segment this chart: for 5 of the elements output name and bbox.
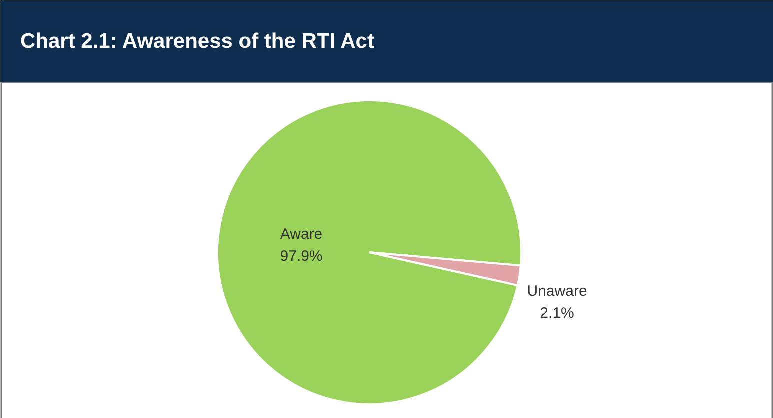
chart-title: Chart 2.1: Awareness of the RTI Act [20, 30, 374, 53]
data-label: 97.9% [280, 248, 323, 265]
data-label: 2.1% [540, 305, 574, 322]
slice-label: Unaware [527, 283, 588, 300]
slice-label: Aware [280, 226, 323, 243]
